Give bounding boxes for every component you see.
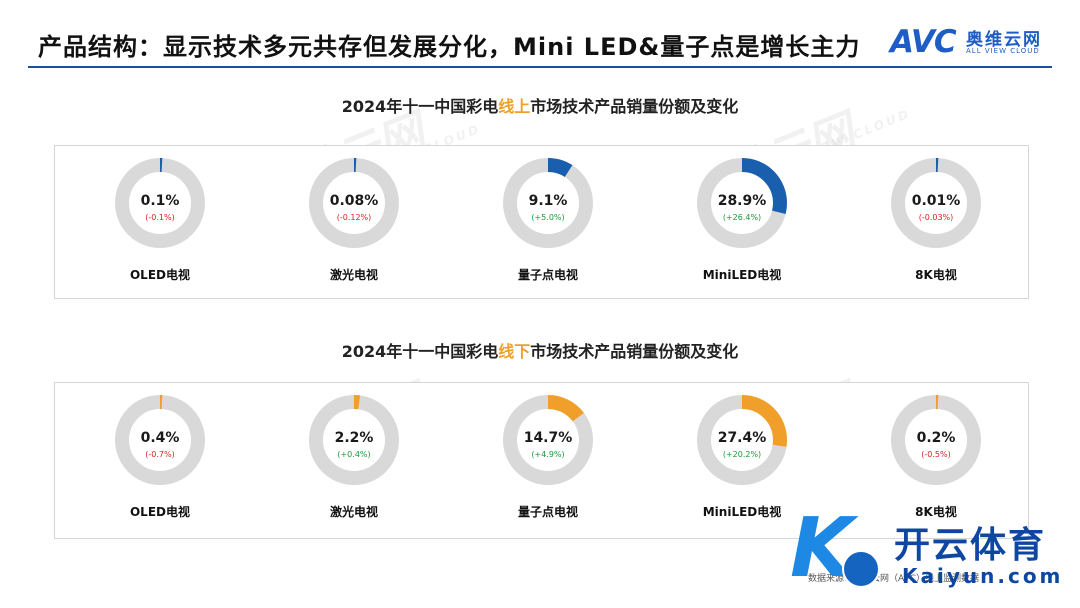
donut-chart: 14.7% (+4.9%) 量子点电视 bbox=[473, 387, 623, 527]
donut-svg bbox=[115, 158, 205, 248]
data-label-change: (+5.0%) bbox=[531, 213, 565, 222]
data-label-change: (+4.9%) bbox=[531, 450, 565, 459]
donut-slice bbox=[503, 158, 593, 248]
donut-slice bbox=[697, 395, 787, 485]
category-label: 8K电视 bbox=[915, 505, 957, 519]
donut-chart: 0.01% (-0.03%) 8K电视 bbox=[861, 150, 1011, 290]
data-label-value: 14.7% bbox=[523, 430, 573, 446]
donut-slice bbox=[891, 158, 981, 248]
data-label-change: (-0.5%) bbox=[921, 450, 951, 459]
soccer-ball-icon bbox=[842, 550, 880, 588]
donut-chart: 27.4% (+20.2%) MiniLED电视 bbox=[667, 387, 817, 527]
donut-slice bbox=[891, 395, 981, 485]
donut-slice bbox=[309, 158, 399, 248]
section-title-online: 2024年十一中国彩电线上市场技术产品销量份额及变化 bbox=[0, 93, 1080, 117]
data-label-value: 2.2% bbox=[334, 430, 374, 446]
category-label: OLED电视 bbox=[129, 268, 190, 282]
donut-chart: 0.08% (-0.12%) 激光电视 bbox=[279, 150, 429, 290]
source-note: 数据来源：奥维云网（AVC）线上监测数据 bbox=[808, 574, 980, 584]
category-label: MiniLED电视 bbox=[702, 505, 782, 519]
data-label-value: 0.1% bbox=[140, 193, 180, 209]
data-label-value: 0.4% bbox=[140, 430, 180, 446]
donut-svg bbox=[503, 158, 593, 248]
data-label-change: (-0.03%) bbox=[918, 213, 954, 222]
data-label-value: 28.9% bbox=[717, 193, 767, 209]
donut-svg bbox=[309, 158, 399, 248]
title-highlight: 线下 bbox=[498, 342, 531, 361]
category-label: 激光电视 bbox=[329, 505, 378, 519]
data-label-value: 0.08% bbox=[329, 193, 379, 209]
donut-svg bbox=[697, 395, 787, 485]
avc-logo: AVC 奥维云网 ALL VIEW CLOUD bbox=[890, 24, 1060, 60]
category-label: OLED电视 bbox=[129, 505, 190, 519]
donut-chart: 0.4% (-0.7%) OLED电视 bbox=[85, 387, 235, 527]
data-label-value: 0.2% bbox=[916, 430, 956, 446]
data-label-value: 27.4% bbox=[717, 430, 767, 446]
donut-chart: 2.2% (+0.4%) 激光电视 bbox=[279, 387, 429, 527]
title-suffix: 市场技术产品销量份额及变化 bbox=[530, 97, 739, 116]
kaiyun-stamp: K 开云体育 Kaiyun.com bbox=[790, 508, 1060, 600]
section-title-offline: 2024年十一中国彩电线下市场技术产品销量份额及变化 bbox=[0, 338, 1080, 362]
data-label-change: (+20.2%) bbox=[722, 450, 762, 459]
title-suffix: 市场技术产品销量份额及变化 bbox=[530, 342, 739, 361]
donut-svg bbox=[891, 158, 981, 248]
category-label: 8K电视 bbox=[915, 268, 957, 282]
chart-panel-offline: 0.4% (-0.7%) OLED电视 2.2% (+0.4%) 激光电视 14.7% (+4… bbox=[54, 382, 1029, 539]
category-label: MiniLED电视 bbox=[702, 268, 782, 282]
chart-panel-online: 0.1% (-0.1%) OLED电视 0.08% (-0.12%) 激光电视 9.1% (+… bbox=[54, 145, 1029, 299]
data-label-change: (-0.12%) bbox=[336, 213, 372, 222]
donut-svg bbox=[115, 395, 205, 485]
logo-en: ALL VIEW CLOUD bbox=[966, 47, 1040, 55]
logo-mark: AVC bbox=[890, 24, 957, 60]
stamp-en: Kaiyun.com bbox=[902, 564, 1064, 588]
title-prefix: 2024年十一中国彩电 bbox=[341, 97, 499, 116]
donut-slice bbox=[115, 158, 205, 248]
donut-slice bbox=[115, 395, 205, 485]
header-divider bbox=[28, 66, 1052, 68]
title-highlight: 线上 bbox=[498, 97, 531, 116]
donut-chart: 0.1% (-0.1%) OLED电视 bbox=[85, 150, 235, 290]
data-label-value: 0.01% bbox=[911, 193, 961, 209]
data-label-change: (-0.1%) bbox=[145, 213, 175, 222]
donut-slice bbox=[309, 395, 399, 485]
donut-chart: 0.2% (-0.5%) 8K电视 bbox=[861, 387, 1011, 527]
donut-chart: 28.9% (+26.4%) MiniLED电视 bbox=[667, 150, 817, 290]
data-label-change: (-0.7%) bbox=[145, 450, 175, 459]
donut-slice bbox=[503, 395, 593, 485]
donut-chart: 9.1% (+5.0%) 量子点电视 bbox=[473, 150, 623, 290]
logo-cn: 奥维云网 bbox=[966, 30, 1042, 50]
category-label: 量子点电视 bbox=[517, 505, 578, 519]
donut-svg bbox=[697, 158, 787, 248]
donut-svg bbox=[503, 395, 593, 485]
title-prefix: 2024年十一中国彩电 bbox=[341, 342, 499, 361]
donut-svg bbox=[891, 395, 981, 485]
category-label: 量子点电视 bbox=[517, 268, 578, 282]
data-label-change: (+0.4%) bbox=[337, 450, 371, 459]
category-label: 激光电视 bbox=[329, 268, 378, 282]
donut-svg bbox=[309, 395, 399, 485]
data-label-value: 9.1% bbox=[528, 193, 568, 209]
stamp-cn: 开云体育 bbox=[894, 525, 1047, 566]
data-label-change: (+26.4%) bbox=[722, 213, 762, 222]
donut-slice bbox=[697, 158, 787, 248]
page-title: 产品结构：显示技术多元共存但发展分化，Mini LED&量子点是增长主力 bbox=[38, 33, 861, 61]
